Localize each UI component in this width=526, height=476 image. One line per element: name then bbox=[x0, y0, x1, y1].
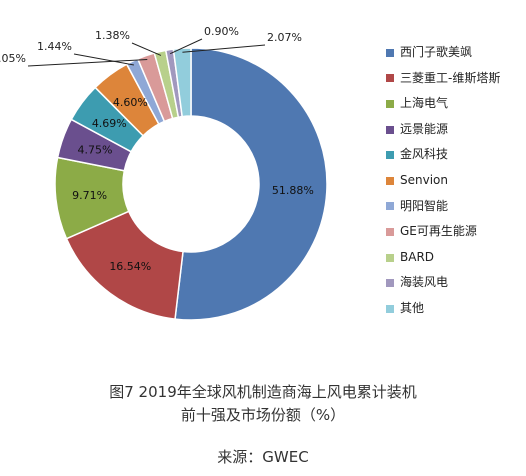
data-label-10: 0.90% bbox=[204, 25, 239, 38]
donut-chart: 51.88% 16.54% 9.71% 4.75% 4.69% 4.60% 1.44% 2.0… bbox=[0, 25, 328, 321]
legend-swatch bbox=[386, 279, 394, 288]
legend-swatch bbox=[386, 304, 394, 313]
data-label-6: 4.60% bbox=[113, 96, 148, 109]
legend-label: BARD bbox=[400, 249, 435, 264]
data-label-5: 4.69% bbox=[92, 117, 127, 130]
legend-label: Senvion bbox=[400, 172, 448, 187]
donut-slice-11 bbox=[172, 47, 192, 118]
data-label-1: 51.88% bbox=[272, 184, 314, 197]
legend-item-8: GE可再生能源 bbox=[386, 219, 526, 245]
legend-item-7: 明阳智能 bbox=[386, 194, 526, 220]
data-label-8: 2.05% bbox=[0, 52, 26, 65]
legend-item-10: 海装风电 bbox=[386, 270, 526, 296]
legend-swatch bbox=[386, 227, 394, 236]
legend-label: 海装风电 bbox=[400, 275, 449, 290]
legend-item-5: 金风科技 bbox=[386, 142, 526, 168]
leader-line-8 bbox=[27, 58, 148, 67]
figure-caption-line2: 前十强及市场份额（%） bbox=[180, 406, 346, 424]
leader-line-11 bbox=[182, 44, 266, 53]
data-label-11: 2.07% bbox=[267, 31, 302, 44]
data-label-4: 4.75% bbox=[78, 143, 113, 156]
leader-line-10 bbox=[169, 38, 203, 55]
legend-label: 远景能源 bbox=[400, 121, 449, 136]
legend-label: 其他 bbox=[400, 300, 425, 315]
legend-label: 上海电气 bbox=[400, 96, 449, 111]
legend-item-11: 其他 bbox=[386, 296, 526, 322]
legend-swatch bbox=[386, 125, 394, 134]
legend-label: 明阳智能 bbox=[400, 198, 449, 213]
legend-item-1: 西门子歌美飒 bbox=[386, 40, 526, 66]
data-label-2: 16.54% bbox=[109, 260, 151, 273]
leader-line-9 bbox=[131, 42, 162, 56]
figure-caption-line1: 图7 2019年全球风机制造商海上风电累计装机 bbox=[109, 383, 417, 401]
donut-slice-1 bbox=[174, 47, 328, 321]
legend-item-3: 上海电气 bbox=[386, 91, 526, 117]
legend-item-2: 三菱重工-维斯塔斯 bbox=[386, 66, 526, 92]
legend-item-4: 远景能源 bbox=[386, 117, 526, 143]
legend-item-6: Senvion bbox=[386, 168, 526, 194]
chart-legend: 西门子歌美飒三菱重工-维斯塔斯 上海电气远景能源金风科技 Senvion 明阳智能 GE… bbox=[386, 40, 526, 322]
legend-swatch bbox=[386, 176, 394, 185]
leader-line-7 bbox=[73, 53, 134, 66]
legend-swatch bbox=[386, 48, 394, 57]
legend-swatch bbox=[386, 202, 394, 211]
legend-label: 三菱重工-维斯塔斯 bbox=[400, 70, 501, 85]
data-label-7: 1.44% bbox=[37, 40, 72, 53]
legend-swatch bbox=[386, 151, 394, 160]
legend-label: GE可再生能源 bbox=[400, 224, 477, 239]
legend-item-9: BARD bbox=[386, 245, 526, 271]
legend-swatch bbox=[386, 74, 394, 83]
legend-swatch bbox=[386, 253, 394, 262]
figure-source: 来源：GWEC bbox=[217, 448, 309, 466]
data-label-3: 9.71% bbox=[72, 189, 107, 202]
legend-label: 西门子歌美飒 bbox=[400, 45, 473, 59]
legend-swatch bbox=[386, 99, 394, 108]
data-label-9: 1.38% bbox=[95, 29, 130, 42]
legend-label: 金风科技 bbox=[400, 147, 449, 162]
